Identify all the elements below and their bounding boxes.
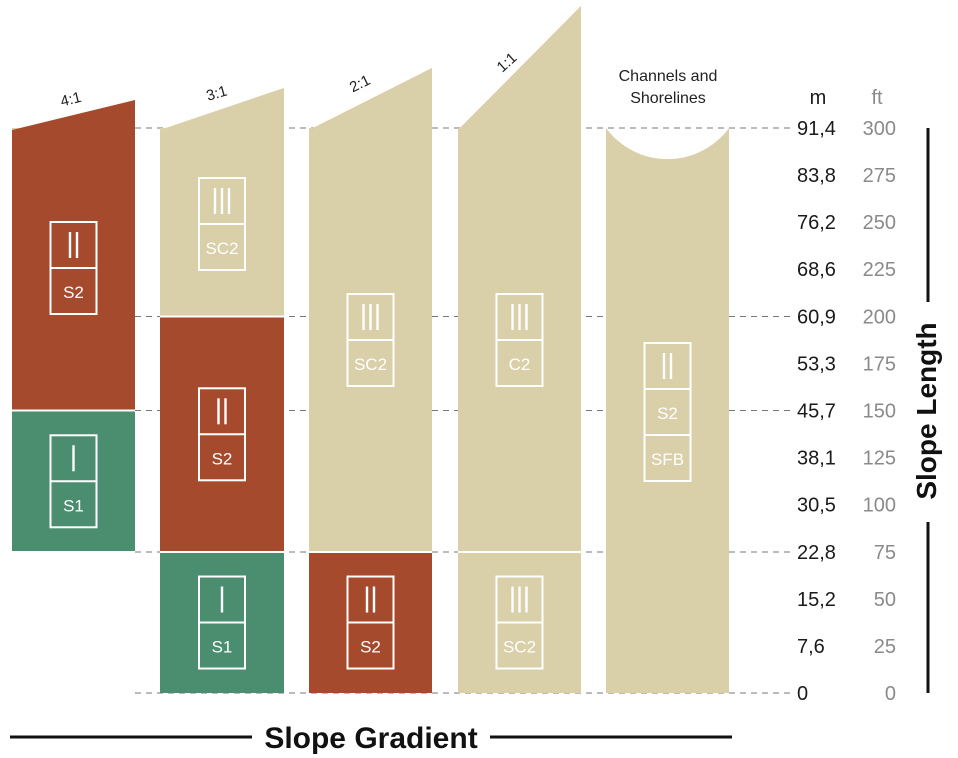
m-tick-label: 7,6 [797,636,825,658]
ft-tick-label: 125 [863,447,896,469]
slope-column: S2 SC2 [309,68,432,693]
ft-tick-label: 225 [863,259,896,281]
m-tick-label: 60,9 [797,307,836,329]
slope-length-title: Slope Length [911,322,942,499]
badge-code: S2 [63,283,84,302]
m-tick-label: 15,2 [797,589,836,611]
gradient-label-3-1: 3:1 [204,83,229,105]
channel-column-body [606,128,729,693]
badge-code: S1 [63,496,84,515]
ft-tick-label: 75 [874,542,896,564]
slope-column: S2 SFB [606,128,729,693]
m-unit-header: m [810,87,827,109]
badge-code: SC2 [354,355,387,374]
ft-tick-label: 0 [885,683,896,705]
m-tick-label: 76,2 [797,212,836,234]
ft-tick-label: 275 [863,165,896,187]
badge-code: S2 [360,638,381,657]
m-tick-label: 0 [797,683,808,705]
ft-tick-label: 175 [863,354,896,376]
m-tick-label: 38,1 [797,447,836,469]
zone-fill [12,100,135,411]
slope-column: S1 S2 SC2 [160,88,284,693]
zone-fill [458,6,581,553]
badge-code: S1 [212,638,233,657]
badge-code: S2 [212,449,233,468]
badge-code: SC2 [503,638,536,657]
ft-tick-label: 200 [863,307,896,329]
m-tick-label: 83,8 [797,165,836,187]
slope-column: SC2 C2 [458,6,581,693]
m-tick-label: 68,6 [797,259,836,281]
gradient-label-4-1: 4:1 [59,89,83,111]
badge-code: S2 [657,404,678,423]
m-tick-label: 22,8 [797,542,836,564]
ft-tick-label: 100 [863,494,896,516]
slope-column: S1 S2 [12,100,135,554]
gradient-label-channels: Channels and Shorelines [618,68,718,107]
m-tick-label: 30,5 [797,494,836,516]
badge-code: C2 [509,355,531,374]
ft-tick-label: 50 [874,589,896,611]
gradient-label-2-1: 2:1 [347,72,373,96]
ft-tick-label: 250 [863,212,896,234]
ft-unit-header: ft [871,87,883,109]
class-badge [643,342,692,482]
ft-tick-label: 300 [863,118,896,140]
slope-gradient-title: Slope Gradient [264,722,477,755]
m-tick-label: 91,4 [797,118,836,140]
m-tick-label: 45,7 [797,401,836,423]
badge-code-secondary: SFB [651,450,684,469]
ft-tick-label: 25 [874,636,896,658]
ft-tick-label: 150 [863,401,896,423]
badge-code: SC2 [205,239,238,258]
channels-label-box: Channels and Shorelines [618,68,718,107]
slope-columns: S1 S2 S1 S2 SC2 S2 SC2 SC2 C2 S2 SFB [12,6,729,693]
m-tick-label: 53,3 [797,354,836,376]
